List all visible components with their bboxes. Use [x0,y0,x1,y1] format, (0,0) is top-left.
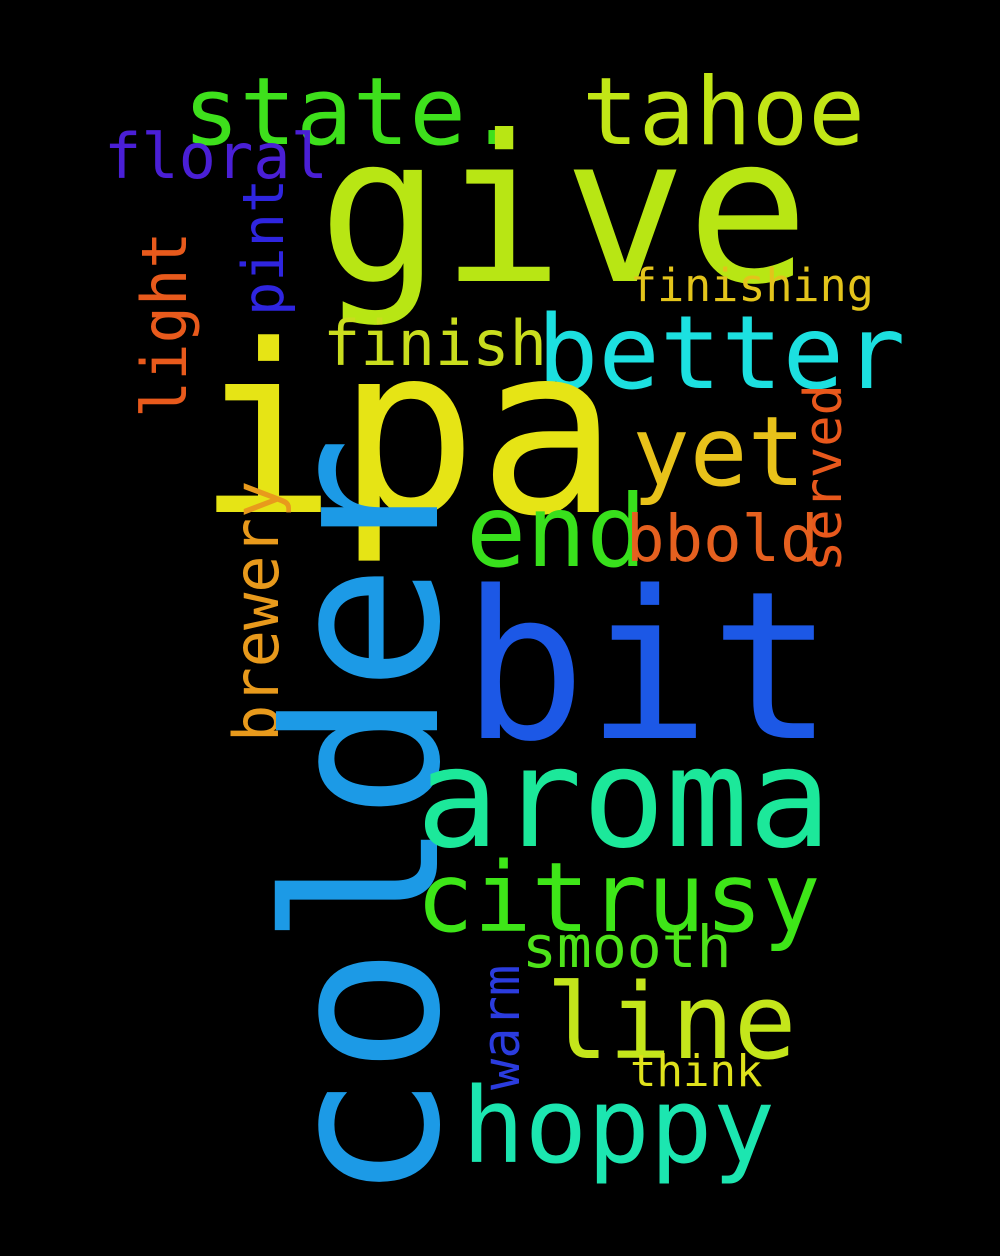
word-state: state. [183,58,523,167]
word-smooth: smooth [522,913,732,981]
word-hoppy: hoppy [462,1065,776,1187]
word-tahoe: tahoe [582,58,865,167]
word-finishing: finishing [630,259,874,312]
word-citrusy: citrusy [416,842,821,954]
word-ipa: ipa [196,296,619,568]
word-yet: yet [632,396,806,508]
word-finish: finish [323,307,547,380]
word-bit: bit [462,547,835,787]
word-floral: floral [104,120,328,193]
word-better: better [537,294,906,413]
word-think: think [630,1046,763,1097]
word-give: give [318,93,810,330]
word-aroma: aroma [416,718,832,879]
word-light: light [128,231,201,418]
word-line: line [546,961,797,1083]
word-end: end [466,473,647,590]
word-bbold: bbold [626,503,819,577]
